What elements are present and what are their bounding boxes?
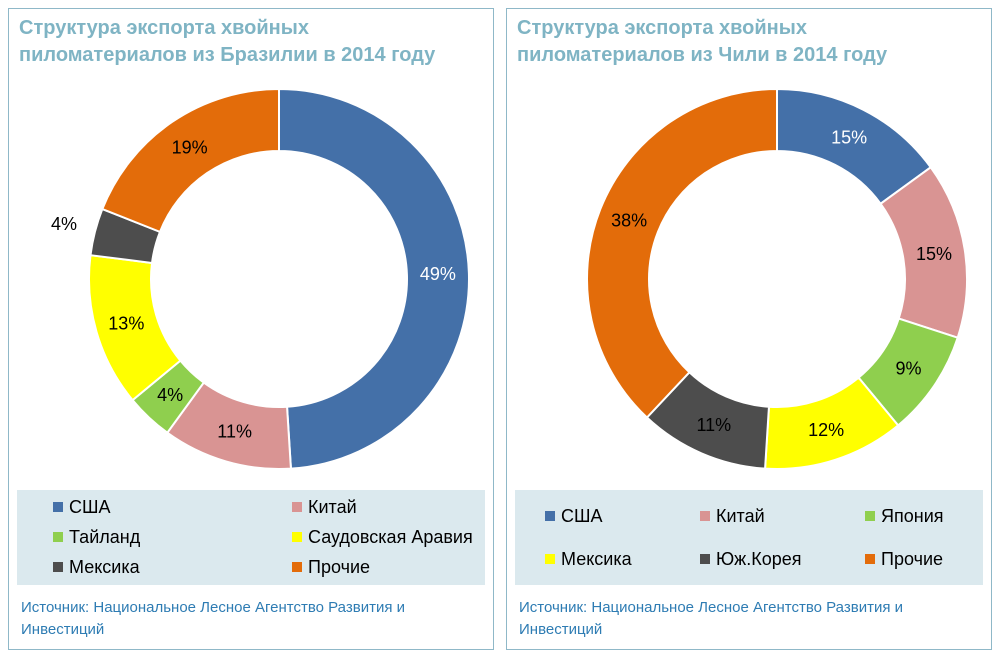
data-label-сша: 49% bbox=[420, 264, 456, 284]
legend-label: Прочие bbox=[308, 557, 371, 577]
legend-swatch bbox=[53, 502, 63, 512]
legend-swatch bbox=[292, 562, 302, 572]
legend-item-китай: Китай bbox=[292, 497, 357, 517]
legend-label: Тайланд bbox=[69, 527, 141, 547]
data-label-япония: 9% bbox=[895, 358, 921, 378]
chart-panel-brazil: Структура экспорта хвойных пиломатериало… bbox=[8, 8, 494, 650]
data-label-китай: 15% bbox=[916, 244, 952, 264]
legend-item-тайланд: Тайланд bbox=[53, 527, 140, 547]
legend-item-прочие: Прочие bbox=[865, 549, 943, 569]
legend-swatch bbox=[865, 554, 875, 564]
legend-label: США bbox=[69, 497, 111, 517]
legend-swatch bbox=[53, 532, 63, 542]
source-note: Источник: Национальное Лесное Агентство … bbox=[519, 599, 903, 638]
legend-item-япония: Япония bbox=[865, 506, 944, 526]
legend-swatch bbox=[545, 554, 555, 564]
donut-segment-прочие bbox=[101, 87, 280, 234]
legend-swatch bbox=[700, 554, 710, 564]
data-label-тайланд: 4% bbox=[157, 385, 183, 405]
legend-label: Саудовская Аравия bbox=[308, 527, 473, 547]
legend-label: США bbox=[561, 506, 603, 526]
legend-label: Прочие bbox=[881, 549, 944, 569]
data-label-саудовская-аравия: 13% bbox=[108, 313, 144, 333]
data-label-мексика: 4% bbox=[51, 214, 77, 234]
data-label-мексика: 12% bbox=[808, 420, 844, 440]
legend-swatch bbox=[53, 562, 63, 572]
chart-panel-chile: Структура экспорта хвойных пиломатериало… bbox=[506, 8, 992, 650]
source-note: Источник: Национальное Лесное Агентство … bbox=[21, 599, 405, 638]
data-label-юж-корея: 11% bbox=[697, 415, 732, 435]
donut-chart-brazil: 49% 11% 4% 13% 4% 19% bbox=[51, 87, 470, 470]
data-label-сша: 15% bbox=[831, 127, 867, 147]
legend-item-саудовская-аравия: Саудовская Аравия bbox=[292, 527, 473, 547]
data-label-китай: 11% bbox=[217, 422, 252, 442]
legend-item-сша: США bbox=[545, 506, 603, 526]
legend-label: Мексика bbox=[69, 557, 140, 577]
legend-item-мексика: Мексика bbox=[53, 557, 140, 577]
chart-title: Структура экспорта хвойных пиломатериало… bbox=[19, 17, 436, 66]
legend-label: Юж.Корея bbox=[716, 549, 802, 569]
legend-swatch bbox=[545, 511, 555, 521]
chart-legend: США Китай Япония Мексика Юж.Корея Прочие bbox=[515, 490, 983, 585]
legend-item-прочие: Прочие bbox=[292, 557, 370, 577]
donut-segment-сша bbox=[278, 87, 470, 470]
legend-swatch bbox=[292, 502, 302, 512]
legend-swatch bbox=[700, 511, 710, 521]
legend-label: Япония bbox=[881, 506, 944, 526]
data-label-прочие: 19% bbox=[172, 137, 208, 157]
donut-segment-прочие bbox=[586, 87, 778, 419]
chart-legend: США Китай Тайланд Саудовская Аравия Мексика П… bbox=[17, 490, 485, 585]
chart-title: Структура экспорта хвойных пиломатериало… bbox=[517, 17, 888, 66]
legend-label: Китай bbox=[716, 506, 765, 526]
legend-item-китай: Китай bbox=[700, 506, 765, 526]
legend-swatch bbox=[865, 511, 875, 521]
legend-item-сша: США bbox=[53, 497, 111, 517]
legend-label: Китай bbox=[308, 497, 357, 517]
data-label-прочие: 38% bbox=[611, 210, 647, 230]
donut-chart-chile: 15% 15% 9% 12% 11% 38% bbox=[586, 87, 968, 470]
legend-swatch bbox=[292, 532, 302, 542]
legend-item-юж-корея: Юж.Корея bbox=[700, 549, 802, 569]
legend-item-мексика: Мексика bbox=[545, 549, 632, 569]
legend-label: Мексика bbox=[561, 549, 632, 569]
